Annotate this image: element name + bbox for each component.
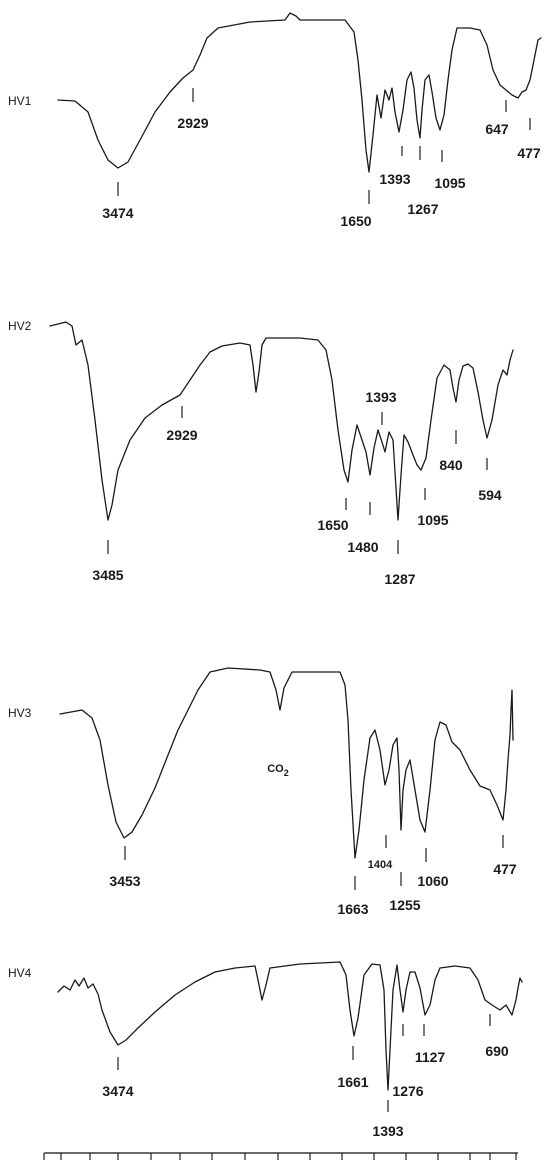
peak-label-1480: 1480	[347, 539, 378, 555]
series-label-hv1: HV1	[8, 94, 32, 108]
x-axis	[43, 1152, 518, 1160]
peak-label-1650: 1650	[340, 213, 371, 229]
peak-label-1060: 1060	[417, 873, 448, 889]
spectrum-trace-hv3	[59, 667, 514, 859]
spectrum-hv1: HV1 3474 2929 1650 1393 1267 1095 647 47…	[8, 12, 542, 229]
peak-label-594: 594	[478, 487, 502, 503]
peak-label-840: 840	[439, 457, 463, 473]
peak-label-1127: 1127	[415, 1049, 446, 1065]
peak-label-1267: 1267	[407, 201, 438, 217]
peak-label-1404: 1404	[368, 859, 393, 871]
peak-label-477: 477	[517, 145, 541, 161]
peak-label-1661: 1661	[337, 1074, 368, 1090]
peak-label-1663: 1663	[337, 901, 368, 917]
spectrum-hv2: HV2 3485 2929 1650 1480 1393 1287 1095 8…	[8, 319, 514, 587]
peak-label-690: 690	[485, 1043, 509, 1059]
peak-label-co2: CO2	[267, 763, 289, 778]
peak-label-2929: 2929	[166, 427, 197, 443]
spectrum-hv4: HV4 3474 1661 1393 1276 1127 690	[8, 961, 523, 1139]
series-label-hv2: HV2	[8, 319, 32, 333]
peak-label-1393: 1393	[372, 1123, 403, 1139]
peak-label-2929: 2929	[177, 115, 208, 131]
spectrum-trace-hv2	[49, 321, 514, 521]
peak-label-3485: 3485	[92, 567, 123, 583]
x-axis-ticks	[43, 1153, 517, 1160]
series-label-hv3: HV3	[8, 706, 32, 720]
spectrum-hv3: HV3 CO2 3453 1663 1404 1255 1060 477	[8, 667, 517, 917]
peak-label-1650: 1650	[317, 517, 348, 533]
peak-label-1276: 1276	[392, 1083, 423, 1099]
peak-label-1287: 1287	[384, 571, 415, 587]
peak-label-1095: 1095	[434, 175, 465, 191]
peak-label-647: 647	[485, 121, 509, 137]
peak-label-1393: 1393	[379, 171, 410, 187]
peak-label-3474: 3474	[102, 1083, 133, 1099]
peak-label-477: 477	[493, 861, 517, 877]
peak-label-1255: 1255	[389, 897, 420, 913]
series-label-hv4: HV4	[8, 966, 32, 980]
peak-label-3474: 3474	[102, 205, 133, 221]
peak-label-1095: 1095	[417, 512, 448, 528]
spectrum-trace-hv4	[57, 961, 523, 1091]
peak-label-3453: 3453	[109, 873, 140, 889]
spectrum-trace-hv1	[57, 12, 542, 173]
peak-label-1393: 1393	[365, 389, 396, 405]
